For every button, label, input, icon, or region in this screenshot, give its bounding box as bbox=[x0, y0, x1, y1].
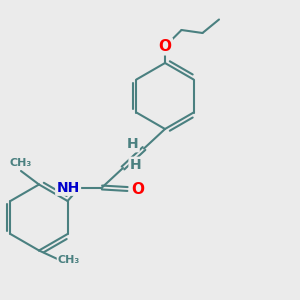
Text: H: H bbox=[130, 158, 141, 172]
Text: NH: NH bbox=[56, 181, 80, 194]
Text: CH₃: CH₃ bbox=[58, 254, 80, 265]
Text: H: H bbox=[127, 137, 138, 151]
Text: O: O bbox=[158, 39, 172, 54]
Text: O: O bbox=[131, 182, 145, 196]
Text: CH₃: CH₃ bbox=[10, 158, 32, 168]
